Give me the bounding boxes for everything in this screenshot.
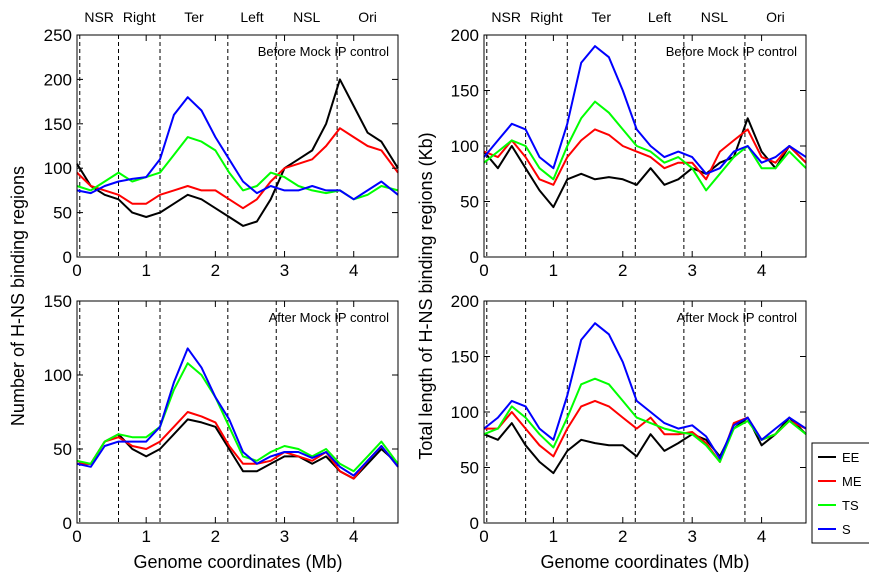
x-axis-label-left: Genome coordinates (Mb) [133,552,342,572]
plot-frame [76,300,399,524]
y-tick-label: 200 [451,292,479,311]
plot-frame [76,34,399,258]
y-tick-label: 150 [451,82,479,101]
y-tick-label: 50 [460,459,479,478]
y-axis-label-right: Total length of H-NS binding regions (Kb… [416,132,436,459]
x-tick-label: 0 [479,527,488,546]
x-tick-label: 3 [687,261,696,280]
region-label: NSR [491,9,521,25]
region-label: Ter [592,9,612,25]
plot-frame [483,34,807,258]
region-label: NSR [84,9,114,25]
panel-4: 0 1 2 3 4 0 50 100 150 200 After Mock IP control [451,292,807,546]
plot-frame [483,300,807,524]
x-tick-label: 3 [687,527,696,546]
panel-1: NSR Right Ter Left NSL Ori 0 1 2 3 4 0 50 100 150 200 25… [44,9,399,280]
legend-label-s: S [842,522,851,537]
x-tick-label: 4 [349,261,358,280]
y-tick-label: 0 [63,514,72,533]
series-line-me [77,411,399,480]
legend-label-ts: TS [842,498,859,513]
x-tick-label: 2 [211,261,220,280]
series-line-me [483,128,807,186]
series-line-ts [76,136,399,201]
y-tick-label: 100 [44,366,72,385]
y-tick-label: 150 [44,115,72,134]
x-tick-label: 4 [757,261,766,280]
x-tick-label: 0 [479,261,488,280]
y-tick-label: 50 [460,193,479,212]
legend-frame [811,442,869,544]
legend-label-me: ME [842,474,862,489]
series-line-s [76,347,399,477]
region-label: Ori [766,9,785,25]
region-label: Ter [184,9,204,25]
x-tick-label: 3 [280,527,289,546]
region-label: Right [123,9,156,25]
x-tick-label: 2 [618,261,627,280]
y-tick-label: 0 [470,514,479,533]
series-line-ts [76,362,399,473]
panel-2: NSR Right Ter Left NSL Ori 0 1 2 3 4 0 50 100 150 200 Be… [451,9,807,280]
y-tick-label: 0 [63,248,72,267]
x-tick-label: 1 [549,261,558,280]
x-tick-label: 1 [141,527,150,546]
y-tick-label: 50 [53,440,72,459]
x-tick-label: 1 [141,261,150,280]
y-tick-label: 50 [53,204,72,223]
panel-annotation: Before Mock IP control [258,44,389,59]
series-line-s [76,96,399,201]
legend-label-ee: EE [842,450,860,465]
y-tick-label: 150 [451,348,479,367]
y-tick-label: 100 [451,403,479,422]
y-tick-label: 100 [451,137,479,156]
series-line-ts [483,377,807,463]
x-tick-label: 2 [211,527,220,546]
x-tick-label: 4 [349,527,358,546]
region-label: NSL [701,9,728,25]
y-tick-label: 100 [44,159,72,178]
y-tick-label: 200 [451,26,479,45]
region-label: NSL [293,9,320,25]
series-line-s [483,322,807,460]
x-tick-label: 3 [280,261,289,280]
legend: EE ME TS S [811,442,869,544]
x-tick-label: 1 [549,527,558,546]
series-line-me [76,127,399,210]
region-label: Left [240,9,263,25]
region-label: Left [648,9,671,25]
x-tick-label: 0 [72,527,81,546]
panel-annotation: Before Mock IP control [666,44,797,59]
x-tick-label: 4 [757,527,766,546]
y-tick-label: 0 [470,248,479,267]
region-label: Right [530,9,563,25]
y-tick-label: 150 [44,292,72,311]
y-tick-label: 250 [44,26,72,45]
x-tick-label: 2 [618,527,627,546]
y-axis-label-left: Number of H-NS binding regions [8,166,28,426]
x-tick-label: 0 [72,261,81,280]
series-line-ee [483,117,807,209]
panel-annotation: After Mock IP control [269,310,390,325]
y-tick-label: 200 [44,70,72,89]
panel-3: 0 1 2 3 4 0 50 100 150 After Mock IP control [44,292,399,546]
region-label: Ori [358,9,377,25]
panel-annotation: After Mock IP control [677,310,798,325]
x-axis-label-right: Genome coordinates (Mb) [540,552,749,572]
series-line-ee [76,78,399,227]
series-line-s [483,45,807,175]
